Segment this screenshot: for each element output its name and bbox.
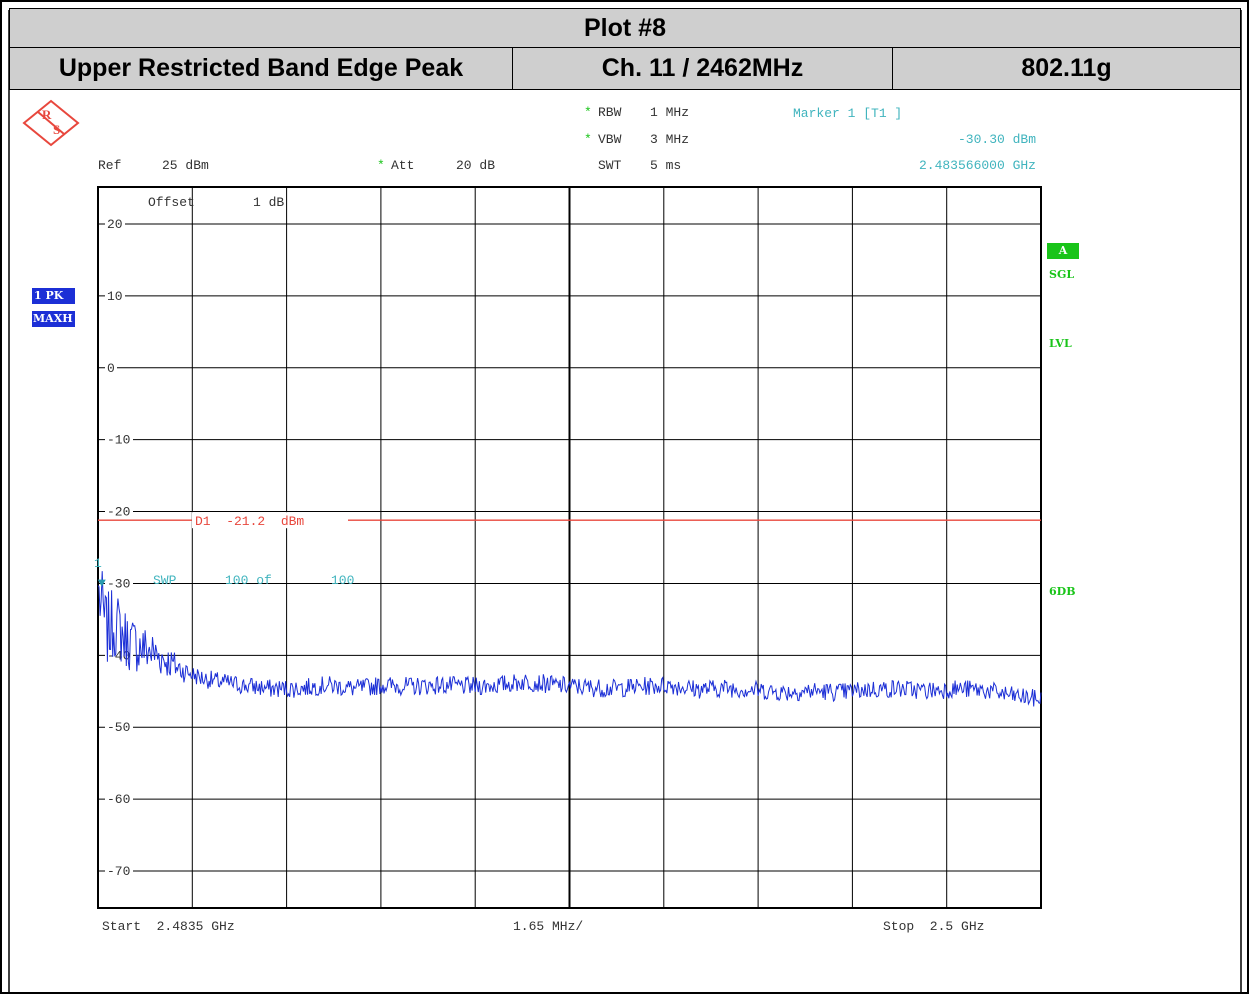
channel-cell: Ch. 11 / 2462MHz xyxy=(513,48,893,90)
y-tick-label: -30 xyxy=(107,576,130,591)
rbw-value: 1 MHz xyxy=(650,105,690,120)
display-line-label: D1 -21.2 dBm xyxy=(195,514,305,529)
y-tick-label: -50 xyxy=(107,720,130,735)
marker-frequency: 2.483566000 GHz xyxy=(918,158,1036,173)
rbw-label: RBW xyxy=(598,105,622,120)
svg-text:R: R xyxy=(42,107,52,122)
marker-id-label: 1 xyxy=(94,556,102,571)
plot-title: Plot #8 xyxy=(9,8,1241,48)
y-tick-label: -70 xyxy=(107,864,130,879)
trace-badge: 1 PK xyxy=(32,288,75,304)
trace-a-badge: A xyxy=(1047,243,1079,259)
rbw-star: * xyxy=(584,105,592,120)
marker-layer xyxy=(97,579,106,587)
stop-frequency: Stop 2.5 GHz xyxy=(883,919,985,934)
att-label: Att xyxy=(391,158,415,173)
y-tick-label: 20 xyxy=(107,217,123,232)
vbw-label: VBW xyxy=(598,132,622,147)
swt-label: SWT xyxy=(598,158,622,173)
y-tick-label: -10 xyxy=(107,433,130,448)
test-name-cell: Upper Restricted Band Edge Peak xyxy=(9,48,513,90)
marker-level: -30.30 dBm xyxy=(957,132,1036,147)
marker-1-triangle xyxy=(97,579,106,587)
plot-grid xyxy=(97,186,1042,909)
rohde-schwarz-logo-icon: R S xyxy=(22,99,80,147)
mode-cell: 802.11g xyxy=(893,48,1241,90)
sweep-label: SWP xyxy=(153,573,177,588)
trace-mode-badge: MAXH xyxy=(32,311,75,327)
att-value: 20 dB xyxy=(456,158,496,173)
offset-label: Offset xyxy=(148,195,195,210)
offset-value: 1 dB xyxy=(253,195,285,210)
trace-1-maxhold-line xyxy=(97,571,1042,707)
vbw-star: * xyxy=(584,132,592,147)
ref-value: 25 dBm xyxy=(162,158,209,173)
svg-text:S: S xyxy=(53,122,60,137)
span-per-division: 1.65 MHz/ xyxy=(513,919,584,934)
marker-title: Marker 1 [T1 ] xyxy=(793,106,903,121)
sweep-total: 100 xyxy=(331,573,355,588)
y-tick-label: 10 xyxy=(107,289,123,304)
display-line-layer xyxy=(98,512,1041,529)
att-star: * xyxy=(377,158,385,173)
trace-layer xyxy=(97,571,1042,707)
lvl-label: LVL xyxy=(1049,337,1072,350)
swt-value: 5 ms xyxy=(650,158,682,173)
sixdb-label: 6DB xyxy=(1049,585,1076,598)
start-frequency: Start 2.4835 GHz xyxy=(102,919,235,934)
sgl-label: SGL xyxy=(1049,268,1075,281)
y-tick-label: -20 xyxy=(107,505,130,520)
y-tick-label: -60 xyxy=(107,792,130,807)
vbw-value: 3 MHz xyxy=(650,132,690,147)
y-tick-label: 0 xyxy=(107,361,115,376)
sweep-count: 100 of xyxy=(225,573,272,588)
ref-label: Ref xyxy=(98,158,122,173)
